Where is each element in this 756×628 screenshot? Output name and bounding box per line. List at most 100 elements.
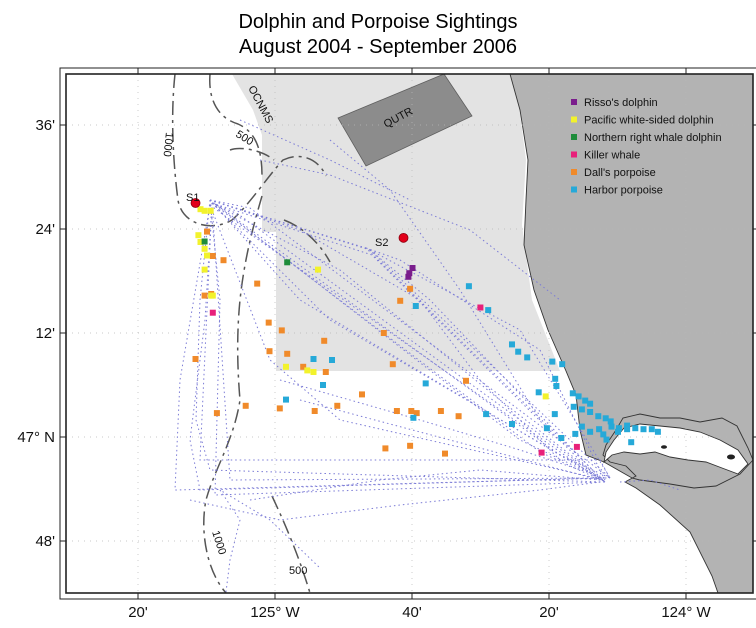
legend-label: Killer whale (584, 150, 640, 162)
dalls-porpoise-sighting (463, 377, 469, 384)
stations (190, 198, 409, 243)
ocnms-sanctuary-area (232, 74, 560, 371)
dalls-porpoise-sighting (407, 285, 414, 292)
harbor-porpoise-sighting (632, 425, 639, 432)
harbor-porpoise-sighting (483, 411, 490, 418)
dalls-porpoise-sighting (242, 402, 249, 409)
track (209, 204, 606, 481)
risso-dolphin-sighting (409, 265, 416, 271)
estuary-island (661, 445, 667, 449)
contour-1000-top-label: 1000 (160, 132, 174, 158)
dalls-porpoise-sighting (201, 292, 208, 299)
harbor-porpoise-sighting (587, 428, 594, 435)
dalls-porpoise-sighting (254, 280, 261, 287)
track (365, 247, 606, 481)
legend-label: Pacific white-sided dolphin (584, 115, 714, 127)
harbor-porpoise-sighting (615, 428, 621, 435)
track (211, 202, 591, 471)
dalls-porpoise-sighting (407, 442, 414, 449)
dalls-porpoise-sighting (389, 361, 396, 368)
harbor-porpoise-sighting (410, 414, 417, 421)
y-tick-label: 48' (35, 533, 55, 550)
track (211, 202, 606, 483)
station-s2-marker (398, 232, 409, 243)
x-tick-label: 20' (128, 604, 148, 621)
legend-swatch (571, 169, 577, 175)
harbor-porpoise-sighting (553, 383, 560, 389)
legend-swatch (571, 134, 577, 140)
harbor-porpoise-sighting (624, 426, 631, 433)
map-title-line-2: August 2004 - September 2006 (239, 36, 517, 58)
pacific-white-sided-dolphin-sighting (197, 206, 204, 213)
pacific-white-sided-dolphin-sighting (204, 252, 210, 259)
y-tick-label: 47° N (17, 429, 55, 446)
dalls-porpoise-sighting (278, 327, 285, 334)
harbor-porpoise-sighting (329, 357, 335, 363)
harbor-porpoise-sighting (608, 423, 615, 430)
dalls-porpoise-sighting (359, 391, 365, 398)
axis-ticks (60, 68, 756, 599)
contour-500-north (209, 74, 263, 177)
harbor-porpoise-sighting (640, 426, 647, 433)
track (239, 119, 411, 201)
harbor-porpoise-sighting (543, 425, 550, 432)
pacific-white-sided-dolphin-sighting (207, 207, 214, 214)
harbor-porpoise-sighting (578, 406, 585, 413)
pacific-white-sided-dolphin-sighting (201, 245, 208, 252)
dalls-porpoise-sighting (192, 356, 199, 362)
contour-1000-south (203, 195, 263, 593)
harbor-porpoise-sighting (575, 393, 582, 400)
killer-whale-sighting (477, 304, 484, 311)
harbor-porpoise-sighting (578, 423, 585, 430)
harbor-porpoise-sighting (600, 431, 607, 438)
pacific-white-sided-dolphin-sighting (201, 207, 208, 214)
station-s2-label: S2 (375, 237, 388, 249)
dalls-porpoise-sighting (265, 319, 272, 326)
harbor-porpoise-sighting (607, 418, 614, 425)
track (209, 204, 601, 481)
dalls-porpoise-sighting (334, 402, 341, 409)
pacific-white-sided-dolphin-sighting (310, 369, 317, 375)
risso-dolphin-sighting (406, 270, 413, 277)
harbor-porpoise-sighting (596, 426, 603, 433)
track (189, 481, 601, 521)
species-legend: Risso's dolphin Pacific white-sided dolph… (571, 97, 722, 197)
track (195, 199, 606, 483)
pacific-white-sided-dolphin-sighting (209, 292, 216, 299)
coastline-land (509, 74, 753, 593)
qutr-training-range (337, 74, 473, 167)
harbor-porpoise-sighting (559, 361, 566, 368)
x-tick-label: 20' (539, 604, 559, 621)
dalls-porpoise-sighting (322, 369, 329, 375)
harbor-porpoise-sighting (310, 356, 317, 362)
harbor-porpoise-sighting (485, 307, 492, 314)
harbor-porpoise-sighting (524, 354, 531, 361)
track (259, 159, 561, 301)
dalls-porpoise-sighting (311, 408, 318, 414)
harbor-porpoise-sighting (582, 397, 589, 404)
contour-500-south (271, 495, 311, 593)
harbor-porpoise-sighting (628, 439, 635, 446)
harbor-porpoise-sighting (603, 436, 610, 443)
legend-swatch (571, 151, 577, 158)
map-title-line-1: Dolphin and Porpoise Sightings (238, 11, 518, 33)
killer-whale-sighting (573, 443, 580, 450)
track (619, 479, 681, 491)
legend-label: Risso's dolphin (584, 97, 658, 109)
dalls-porpoise-sighting (455, 413, 462, 420)
harbor-porpoise-sighting (509, 421, 515, 427)
harbor-porpoise-sighting (654, 428, 661, 435)
y-tick-label: 24' (35, 221, 55, 238)
contour-500-bottom-label: 500 (289, 565, 307, 577)
harbor-porpoise-sighting (465, 283, 472, 290)
dalls-porpoise-sighting (382, 445, 389, 452)
x-tick-label: 125° W (250, 604, 300, 621)
harbor-porpoise-sighting (549, 358, 556, 365)
dalls-porpoise-sighting (408, 408, 415, 414)
dalls-porpoise-sighting (380, 330, 387, 336)
dalls-porpoise-sighting (437, 408, 444, 414)
harbor-porpoise-sighting (412, 303, 419, 309)
dalls-porpoise-sighting (204, 228, 210, 235)
harbor-porpoise-sighting (587, 400, 594, 407)
x-tick-label: 124° W (661, 604, 711, 621)
